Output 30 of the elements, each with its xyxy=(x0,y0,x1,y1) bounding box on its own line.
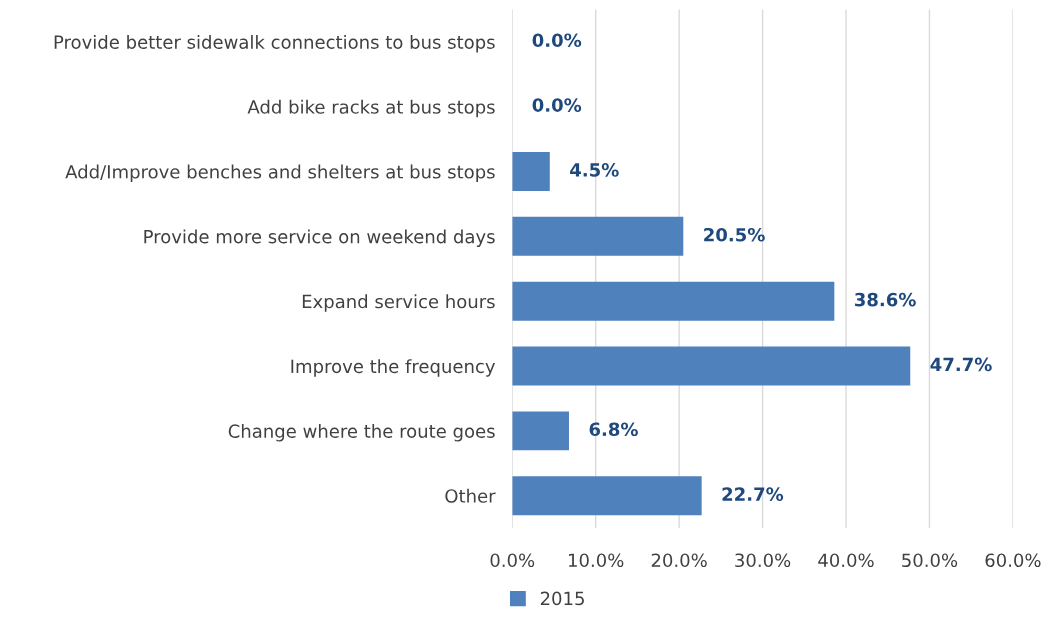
data-label: 47.7% xyxy=(930,357,992,372)
bar xyxy=(512,346,911,386)
y-tick-label: Provide better sidewalk connections to bus stops xyxy=(54,34,495,53)
bar xyxy=(512,476,702,516)
x-tick-label: 30.0% xyxy=(735,553,791,568)
bar xyxy=(512,152,550,191)
y-tick-label: Add bike racks at bus stops xyxy=(247,99,495,118)
x-tick-label: 20.0% xyxy=(651,553,707,568)
bar xyxy=(512,411,569,451)
bar xyxy=(512,216,684,256)
data-label: 4.5% xyxy=(570,163,619,177)
y-tick-label: Provide more service on weekend days xyxy=(144,229,495,247)
bar xyxy=(512,281,835,321)
y-tick-label: Other xyxy=(445,488,496,503)
data-label: 22.7% xyxy=(722,487,784,501)
y-tick-label: Improve the frequency xyxy=(291,359,496,377)
legend-label: 2015 xyxy=(540,591,584,606)
data-label: 0.0% xyxy=(532,98,582,112)
y-tick-label: Add/Improve benches and shelters at bus stops xyxy=(65,164,495,183)
y-tick-label: Expand service hours xyxy=(302,294,495,312)
y-tick-label: Change where the route goes xyxy=(228,424,495,442)
data-label: 20.5% xyxy=(704,227,765,242)
x-tick-label: 0.0% xyxy=(490,553,535,568)
x-tick-label: 50.0% xyxy=(902,553,958,568)
data-label: 38.6% xyxy=(854,292,916,307)
data-label: 6.8% xyxy=(589,422,638,437)
data-label: 0.0% xyxy=(532,33,582,48)
x-tick-label: 10.0% xyxy=(568,553,624,568)
x-tick-label: 40.0% xyxy=(818,553,874,568)
x-tick-label: 60.0% xyxy=(985,553,1041,568)
